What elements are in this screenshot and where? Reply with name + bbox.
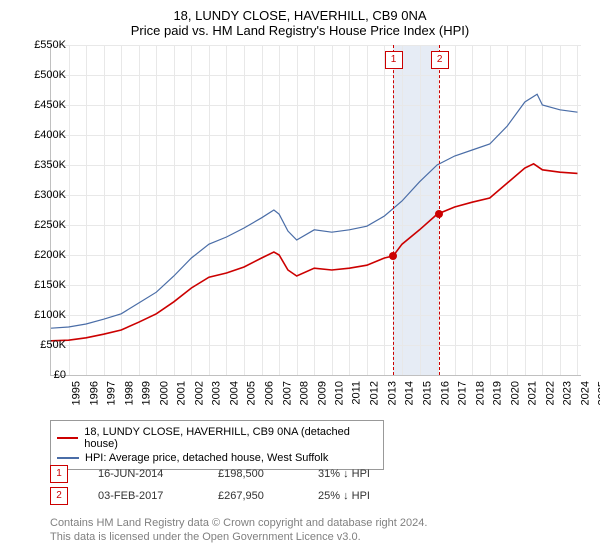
event-dot-1 — [389, 252, 397, 260]
event-date-1: 16-JUN-2014 — [98, 468, 218, 480]
plot-area: 12 — [50, 45, 581, 376]
y-axis-label: £500K — [16, 69, 66, 81]
x-axis-label: 2007 — [281, 381, 293, 405]
series-line-hpi — [51, 94, 577, 328]
x-axis-label: 2001 — [176, 381, 188, 405]
y-axis-label: £250K — [16, 219, 66, 231]
x-axis-label: 2013 — [386, 381, 398, 405]
x-axis-label: 1995 — [70, 381, 82, 405]
legend-row-property: 18, LUNDY CLOSE, HAVERHILL, CB9 0NA (det… — [57, 425, 377, 451]
x-axis-label: 1999 — [141, 381, 153, 405]
x-axis-label: 2022 — [544, 381, 556, 405]
x-axis-label: 2002 — [193, 381, 205, 405]
attribution: Contains HM Land Registry data © Crown c… — [50, 516, 427, 545]
attribution-line2: This data is licensed under the Open Gov… — [50, 530, 427, 544]
legend-swatch-hpi — [57, 457, 79, 459]
event-table: 1 16-JUN-2014 £198,500 31% ↓ HPI 2 03-FE… — [50, 463, 408, 507]
x-axis-label: 2017 — [457, 381, 469, 405]
x-axis-label: 2018 — [474, 381, 486, 405]
x-axis-label: 2021 — [527, 381, 539, 405]
x-axis-label: 2009 — [316, 381, 328, 405]
x-axis-label: 2024 — [579, 381, 591, 405]
x-axis-label: 2019 — [492, 381, 504, 405]
y-axis-label: £550K — [16, 39, 66, 51]
x-axis-label: 2014 — [404, 381, 416, 405]
y-axis-label: £350K — [16, 159, 66, 171]
event-marker-2: 2 — [431, 51, 449, 69]
event-row-2: 2 03-FEB-2017 £267,950 25% ↓ HPI — [50, 485, 408, 507]
event-price-1: £198,500 — [218, 468, 318, 480]
y-axis-label: £100K — [16, 309, 66, 321]
attribution-line1: Contains HM Land Registry data © Crown c… — [50, 516, 427, 530]
y-axis-label: £0 — [16, 369, 66, 381]
x-axis-label: 2015 — [421, 381, 433, 405]
legend-label-property: 18, LUNDY CLOSE, HAVERHILL, CB9 0NA (det… — [84, 426, 377, 450]
event-flag-2: 2 — [50, 487, 68, 505]
chart-title-line1: 18, LUNDY CLOSE, HAVERHILL, CB9 0NA — [0, 0, 600, 23]
event-row-1: 1 16-JUN-2014 £198,500 31% ↓ HPI — [50, 463, 408, 485]
y-axis-label: £200K — [16, 249, 66, 261]
event-pct-2: 25% ↓ HPI — [318, 490, 408, 502]
y-axis-label: £150K — [16, 279, 66, 291]
x-axis-label: 2012 — [369, 381, 381, 405]
series-line-property — [51, 164, 577, 341]
x-axis-label: 2004 — [228, 381, 240, 405]
event-marker-1: 1 — [385, 51, 403, 69]
x-axis-label: 2020 — [509, 381, 521, 405]
event-dot-2 — [435, 210, 443, 218]
x-axis-label: 1998 — [123, 381, 135, 405]
x-axis-label: 2023 — [562, 381, 574, 405]
x-axis-label: 2011 — [350, 381, 362, 405]
legend-swatch-property — [57, 437, 78, 439]
event-pct-1: 31% ↓ HPI — [318, 468, 408, 480]
x-axis-label: 2006 — [264, 381, 276, 405]
event-price-2: £267,950 — [218, 490, 318, 502]
x-axis-label: 2010 — [334, 381, 346, 405]
y-axis-label: £50K — [16, 339, 66, 351]
chart-title-line2: Price paid vs. HM Land Registry's House … — [0, 23, 600, 42]
y-axis-label: £400K — [16, 129, 66, 141]
x-axis-label: 2000 — [158, 381, 170, 405]
event-flag-1: 1 — [50, 465, 68, 483]
event-line-1 — [393, 45, 394, 375]
y-axis-label: £450K — [16, 99, 66, 111]
x-axis-label: 2003 — [211, 381, 223, 405]
x-axis-label: 2008 — [299, 381, 311, 405]
x-axis-label: 1997 — [106, 381, 118, 405]
x-axis-label: 1996 — [88, 381, 100, 405]
x-axis-label: 2016 — [439, 381, 451, 405]
x-axis-label: 2005 — [246, 381, 258, 405]
chart-container: 18, LUNDY CLOSE, HAVERHILL, CB9 0NA Pric… — [0, 0, 600, 560]
y-axis-label: £300K — [16, 189, 66, 201]
chart-svg — [51, 45, 581, 375]
event-date-2: 03-FEB-2017 — [98, 490, 218, 502]
